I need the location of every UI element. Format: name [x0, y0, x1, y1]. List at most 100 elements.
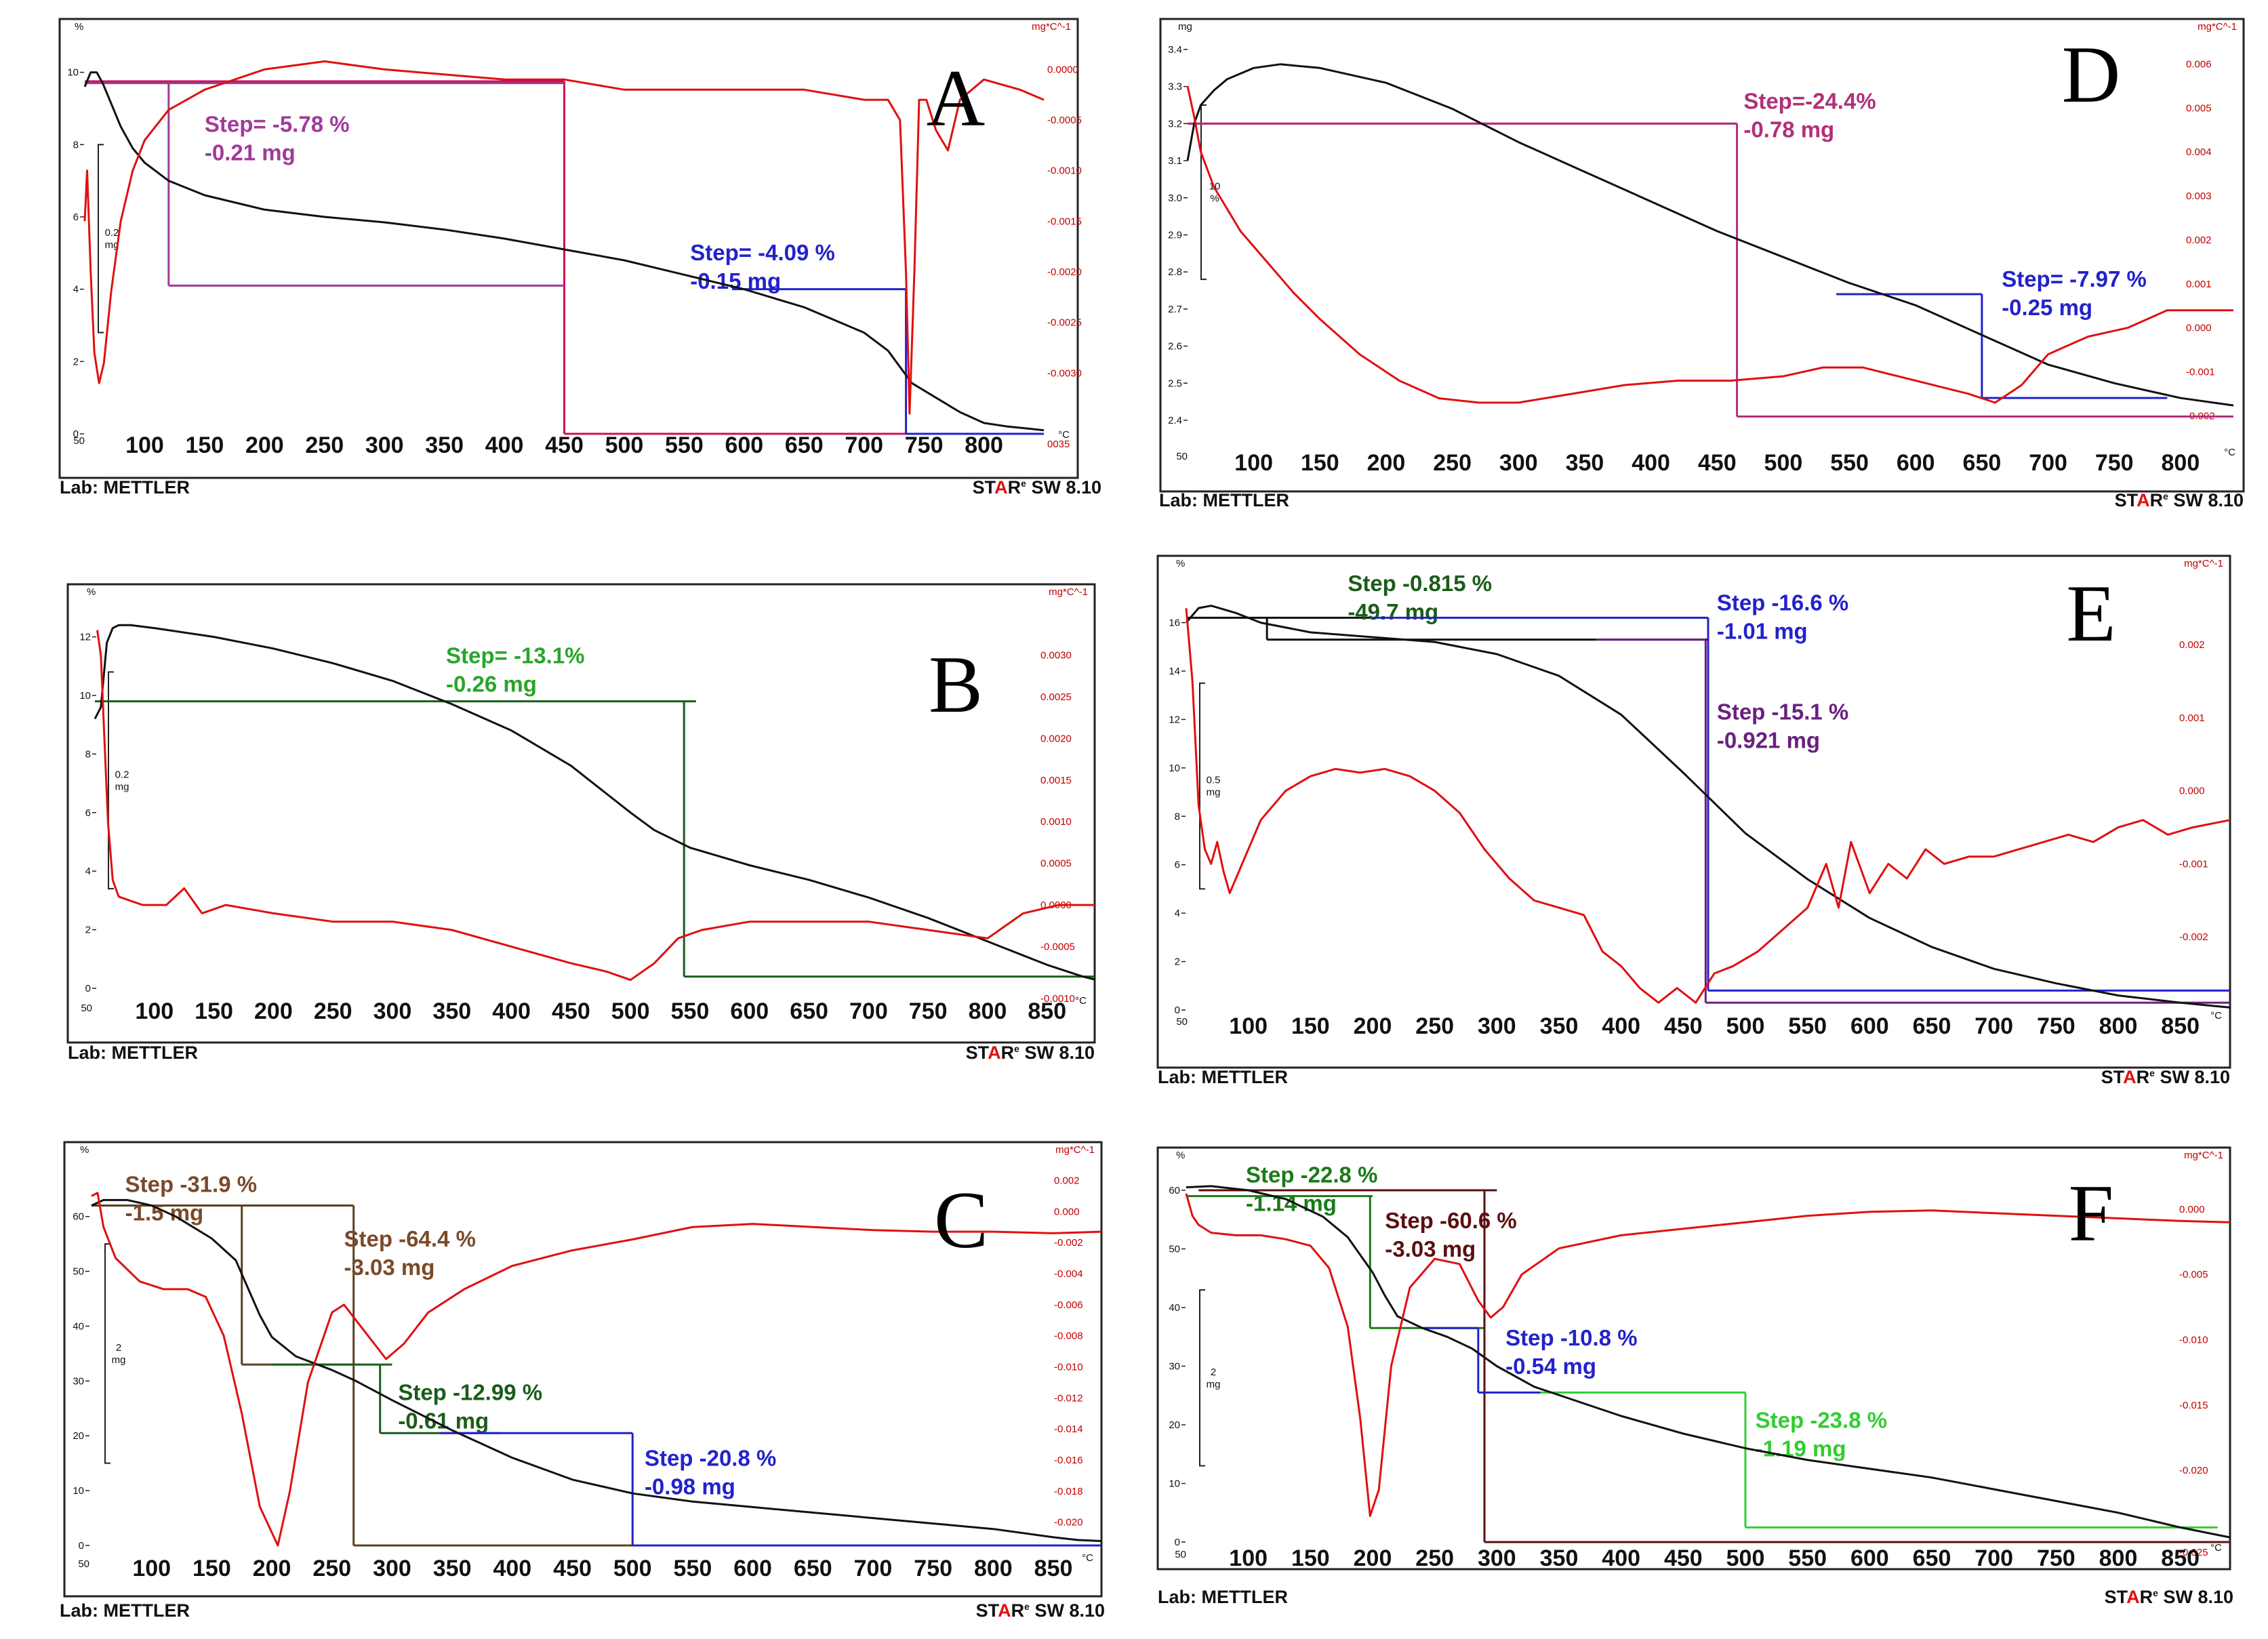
y-left-tick-label: 3.3: [1168, 81, 1182, 93]
step-label-percent: Step -23.8 %: [1756, 1407, 1887, 1432]
axes-frame: [66, 583, 1096, 1044]
y-right-bottom-label: -0.0010: [1040, 993, 1075, 1005]
panel-e: % 0 2 4 6 8 10 12 14 16 mg*C^-1 0.002 0.001 0.000 -0.0…: [1156, 554, 2231, 1087]
y-right-tick-label: -0.010: [2179, 1335, 2208, 1346]
x-tick-label: 850: [1034, 1556, 1073, 1581]
y-right-tick-label: 0.001: [2179, 712, 2205, 724]
y-right-tick-label: 0.0005: [1040, 858, 1072, 870]
step-label-percent: Step -31.9 %: [125, 1171, 257, 1196]
x-tick-label: 650: [785, 432, 824, 458]
y-right-tick-label: 0.002: [2179, 639, 2205, 651]
step-label-mass: -1.14 mg: [1246, 1191, 1337, 1216]
step-label-mass: -1.01 mg: [1717, 619, 1808, 644]
step-label-mass: -0.98 mg: [645, 1474, 735, 1499]
scale-bar-value: 0.5: [1207, 775, 1221, 786]
x-tick-label: 100: [1234, 450, 1273, 476]
x-tick-label: 750: [905, 432, 944, 458]
x-tick-label: 650: [1913, 1545, 1951, 1571]
step-label-mass: -1.19 mg: [1756, 1436, 1846, 1461]
x-tick-label: 550: [1830, 450, 1869, 476]
y-right-tick-label: 0.005: [2186, 102, 2212, 114]
panel-letter: B: [929, 639, 983, 729]
y-right-tick-label: -0.004: [1054, 1268, 1083, 1280]
step-label-percent: Step -10.8 %: [1505, 1325, 1637, 1350]
scale-bar-value: 0.2: [115, 769, 129, 780]
x-axis-unit: °C: [1082, 1552, 1093, 1564]
software-label-r: R: [2150, 490, 2164, 510]
step-label-percent: Step= -4.09 %: [690, 240, 835, 265]
x-tick-label: 700: [1975, 1545, 2013, 1571]
x-tick-label: 350: [1566, 450, 1604, 476]
x-tick-label: 600: [733, 1556, 772, 1581]
software-label-version: SW 8.10: [1030, 1600, 1105, 1621]
x-tick-label: 400: [485, 432, 524, 458]
y-left-tick-label: 30: [1169, 1360, 1180, 1372]
x-tick-label: 550: [674, 1556, 712, 1581]
tga-curve: [91, 1198, 1102, 1542]
x-tick-label: 100: [132, 1556, 171, 1581]
lab-label: Lab: METTLER: [60, 477, 190, 498]
x-tick-label: 150: [1291, 1545, 1330, 1571]
y-axis-left-unit: %: [1176, 558, 1185, 569]
x-tick-label: 800: [969, 998, 1007, 1024]
scale-bar-unit: mg: [105, 239, 119, 251]
y-left-tick-label: 2.8: [1168, 266, 1182, 278]
y-right-tick-label: -0.0005: [1040, 942, 1075, 953]
x-tick-label: 800: [2099, 1545, 2138, 1571]
y-right-tick-label: 0.002: [2186, 235, 2212, 246]
x-tick-label: 100: [125, 432, 164, 458]
y-right-tick-label: -0.0025: [1047, 317, 1082, 329]
step-label-percent: Step= -5.78 %: [205, 112, 350, 137]
y-right-tick-label: 0.000: [2179, 786, 2205, 797]
x-tick-label: 650: [1963, 450, 2002, 476]
y-right-tick-label: -0.015: [2179, 1400, 2208, 1411]
scale-bar: [104, 1243, 110, 1464]
step-label-mass: -0.78 mg: [1743, 117, 1834, 142]
scale-bar-unit: mg: [115, 781, 129, 792]
software-label: STARe SW 8.10: [2105, 1587, 2233, 1607]
x-tick-label: 150: [1301, 450, 1339, 476]
y-left-tick-label: 2: [1175, 956, 1180, 968]
software-label-a: A: [994, 477, 1008, 498]
software-label-version: SW 8.10: [2168, 490, 2244, 510]
software-label-r: R: [1008, 477, 1021, 498]
step-label-percent: Step -15.1 %: [1717, 699, 1848, 724]
panel-letter: D: [2062, 29, 2121, 119]
y-right-tick-label: -0.002: [1054, 1237, 1083, 1249]
x-tick-label: 550: [665, 432, 704, 458]
x-tick-label: 300: [1499, 450, 1538, 476]
y-right-tick-label: 0.001: [2186, 279, 2212, 290]
y-left-tick-label: 2: [85, 925, 91, 936]
x-tick-label: 800: [2162, 450, 2200, 476]
x-tick-label: 450: [1664, 1013, 1703, 1039]
step-label-percent: Step= -7.97 %: [2002, 266, 2147, 291]
y-left-tick-label: 8: [73, 139, 79, 150]
y-right-tick-label: -0.0010: [1047, 165, 1082, 177]
software-label-st: ST: [973, 477, 996, 498]
step-label-mass: -0.54 mg: [1505, 1354, 1596, 1379]
software-label: STARe SW 8.10: [976, 1600, 1105, 1621]
y-right-tick-label: 0.0030: [1040, 649, 1072, 661]
y-axis-right-unit: mg*C^-1: [2184, 1150, 2223, 1161]
y-right-tick-label: -0.008: [1054, 1331, 1083, 1342]
scale-bar: [108, 671, 114, 890]
x-tick-label: 750: [2037, 1545, 2075, 1571]
x-tick-label: 150: [186, 432, 224, 458]
y-left-tick-label: 2.7: [1168, 304, 1182, 315]
y-left-tick-label: 8: [1175, 811, 1180, 822]
x-tick-label: 150: [1291, 1013, 1330, 1039]
x-tick-label: 750: [2037, 1013, 2075, 1039]
scale-bar: [1199, 1289, 1205, 1467]
panel-c: % 0 10 20 30 40 50 60 mg*C^-1 0.002 0.000 -0.002 -0.…: [60, 1141, 1105, 1621]
y-left-tick-label: 0: [1175, 1005, 1180, 1016]
axes-frame: [1159, 18, 2245, 493]
tga-curve: [94, 624, 1095, 981]
y-axis-left-unit: %: [80, 1144, 89, 1156]
y-left-tick-label: 3.4: [1168, 44, 1182, 56]
software-label-a: A: [2137, 490, 2150, 510]
x-tick-label: 700: [849, 998, 888, 1024]
software-label-st: ST: [2101, 1067, 2125, 1087]
software-label: STARe SW 8.10: [2115, 490, 2244, 510]
x-axis-unit: °C: [2210, 1542, 2222, 1554]
x-tick-label: 200: [1354, 1013, 1392, 1039]
